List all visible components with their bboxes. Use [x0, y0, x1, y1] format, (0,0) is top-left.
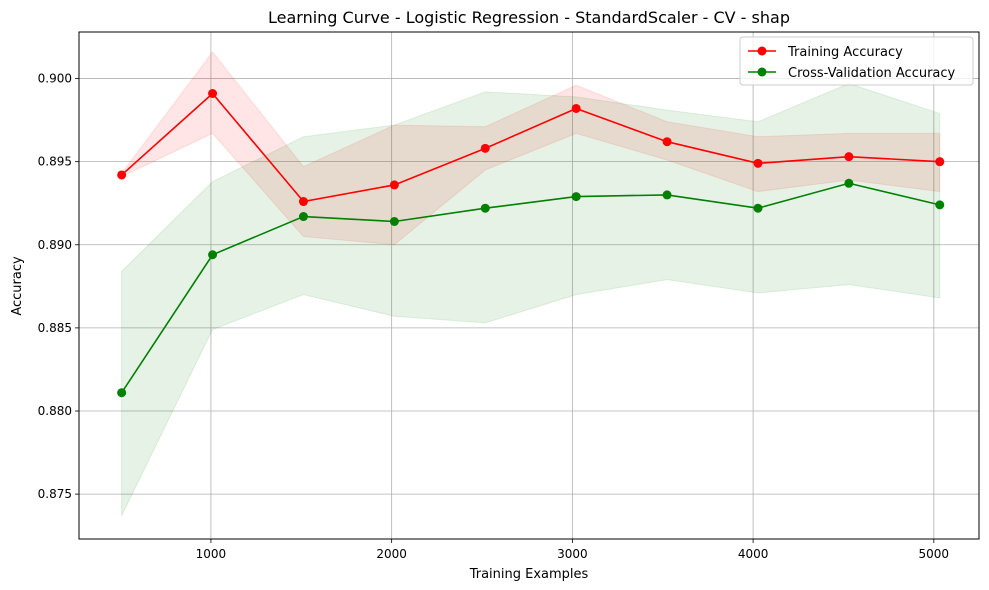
x-axis-ticks: 1000 2000 3000 4000 5000 [196, 539, 949, 561]
legend: Training Accuracy Cross-Validation Accur… [739, 36, 974, 86]
legend-box [739, 36, 974, 86]
data-point-training [753, 158, 763, 168]
data-point-cv [117, 388, 127, 398]
y-axis-ticks: 0.875 0.880 0.885 0.890 0.895 0.900 [38, 72, 79, 501]
x-tick-label: 3000 [557, 547, 588, 561]
y-axis-label: Accuracy [10, 256, 25, 316]
y-tick-label: 0.875 [38, 487, 72, 501]
data-point-training [389, 180, 399, 190]
x-tick-label: 1000 [196, 547, 227, 561]
data-point-training [208, 89, 218, 99]
data-point-training [480, 143, 490, 153]
data-point-cv [753, 203, 763, 213]
chart-title: Learning Curve - Logistic Regression - S… [268, 8, 790, 27]
data-point-training [662, 137, 672, 147]
data-point-cv [844, 178, 854, 188]
y-tick-label: 0.890 [38, 238, 72, 252]
x-axis-label: Training Examples [469, 567, 589, 582]
y-tick-label: 0.895 [38, 155, 72, 169]
data-point-cv [480, 203, 490, 213]
std-band-training [121, 51, 941, 246]
data-point-cv [389, 217, 399, 227]
data-point-training [298, 197, 308, 207]
legend-label-training: Training Accuracy [787, 45, 903, 60]
plot-frame [78, 31, 980, 540]
data-point-training [844, 152, 854, 162]
data-point-training [117, 170, 127, 180]
data-point-cv [662, 190, 672, 200]
data-point-cv [571, 192, 581, 202]
x-tick-label: 2000 [376, 547, 407, 561]
series-line-cv [120, 182, 940, 394]
legend-marker-cv [757, 67, 767, 77]
y-tick-label: 0.900 [38, 72, 72, 86]
data-point-cv [208, 250, 218, 260]
data-point-training [571, 103, 581, 113]
series-markers [117, 89, 945, 398]
std-band-cv [121, 82, 941, 516]
legend-label-cv: Cross-Validation Accuracy [788, 66, 956, 81]
std-bands [121, 51, 941, 516]
legend-marker-training [757, 46, 767, 56]
x-tick-label: 5000 [919, 547, 950, 561]
data-point-training [935, 157, 945, 167]
y-tick-label: 0.880 [38, 404, 72, 418]
data-point-cv [298, 212, 308, 222]
x-tick-label: 4000 [738, 547, 769, 561]
series-lines [120, 92, 940, 394]
data-point-cv [935, 200, 945, 210]
y-tick-label: 0.885 [38, 321, 72, 335]
series-line-training [121, 92, 940, 203]
